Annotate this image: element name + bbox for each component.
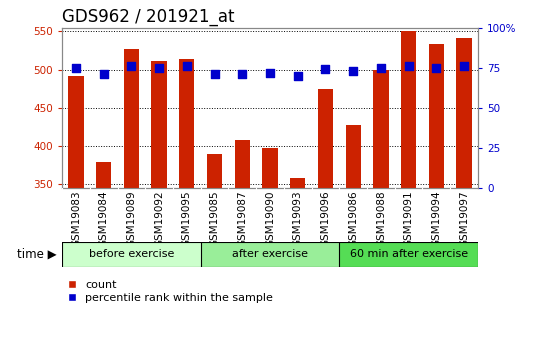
Text: before exercise: before exercise	[89, 249, 174, 259]
Bar	[207, 154, 222, 345]
FancyBboxPatch shape	[339, 241, 478, 267]
Bar	[262, 148, 278, 345]
Point	[266, 70, 274, 75]
Text: GSM19087: GSM19087	[237, 191, 247, 247]
FancyBboxPatch shape	[62, 241, 201, 267]
Text: GSM19090: GSM19090	[265, 191, 275, 247]
Text: 60 min after exercise: 60 min after exercise	[349, 249, 468, 259]
Bar	[96, 162, 111, 345]
Point	[183, 63, 191, 69]
Point	[321, 67, 330, 72]
Text: GSM19097: GSM19097	[459, 191, 469, 247]
Text: GSM19084: GSM19084	[99, 191, 109, 247]
Point	[349, 68, 357, 74]
Text: GSM19095: GSM19095	[182, 191, 192, 247]
Text: time ▶: time ▶	[17, 248, 57, 261]
Point	[238, 71, 247, 77]
Bar	[124, 49, 139, 345]
Point	[432, 65, 441, 70]
Bar	[318, 89, 333, 345]
Point	[210, 71, 219, 77]
Text: GSM19092: GSM19092	[154, 191, 164, 247]
Text: GSM19096: GSM19096	[320, 191, 330, 247]
Point	[404, 63, 413, 69]
Bar	[346, 125, 361, 345]
Point	[155, 65, 164, 70]
Text: GSM19091: GSM19091	[403, 191, 414, 247]
Bar	[456, 38, 471, 345]
Bar	[152, 61, 167, 345]
Legend: count, percentile rank within the sample: count, percentile rank within the sample	[68, 280, 273, 303]
Point	[72, 65, 80, 70]
Bar	[235, 140, 250, 345]
Bar	[401, 31, 416, 345]
Text: GSM19094: GSM19094	[431, 191, 441, 247]
Point	[99, 71, 108, 77]
Text: GSM19093: GSM19093	[293, 191, 303, 247]
Text: after exercise: after exercise	[232, 249, 308, 259]
Text: GSM19088: GSM19088	[376, 191, 386, 247]
Bar	[69, 76, 84, 345]
Text: GSM19089: GSM19089	[126, 191, 137, 247]
Point	[376, 65, 385, 70]
Text: GSM19086: GSM19086	[348, 191, 358, 247]
Text: GDS962 / 201921_at: GDS962 / 201921_at	[62, 8, 234, 26]
Bar	[373, 70, 388, 345]
Point	[460, 63, 468, 69]
Point	[293, 73, 302, 78]
Point	[127, 63, 136, 69]
FancyBboxPatch shape	[201, 241, 339, 267]
Bar	[179, 59, 194, 345]
Bar	[290, 178, 305, 345]
Bar	[429, 43, 444, 345]
Text: GSM19085: GSM19085	[210, 191, 220, 247]
Text: GSM19083: GSM19083	[71, 191, 81, 247]
